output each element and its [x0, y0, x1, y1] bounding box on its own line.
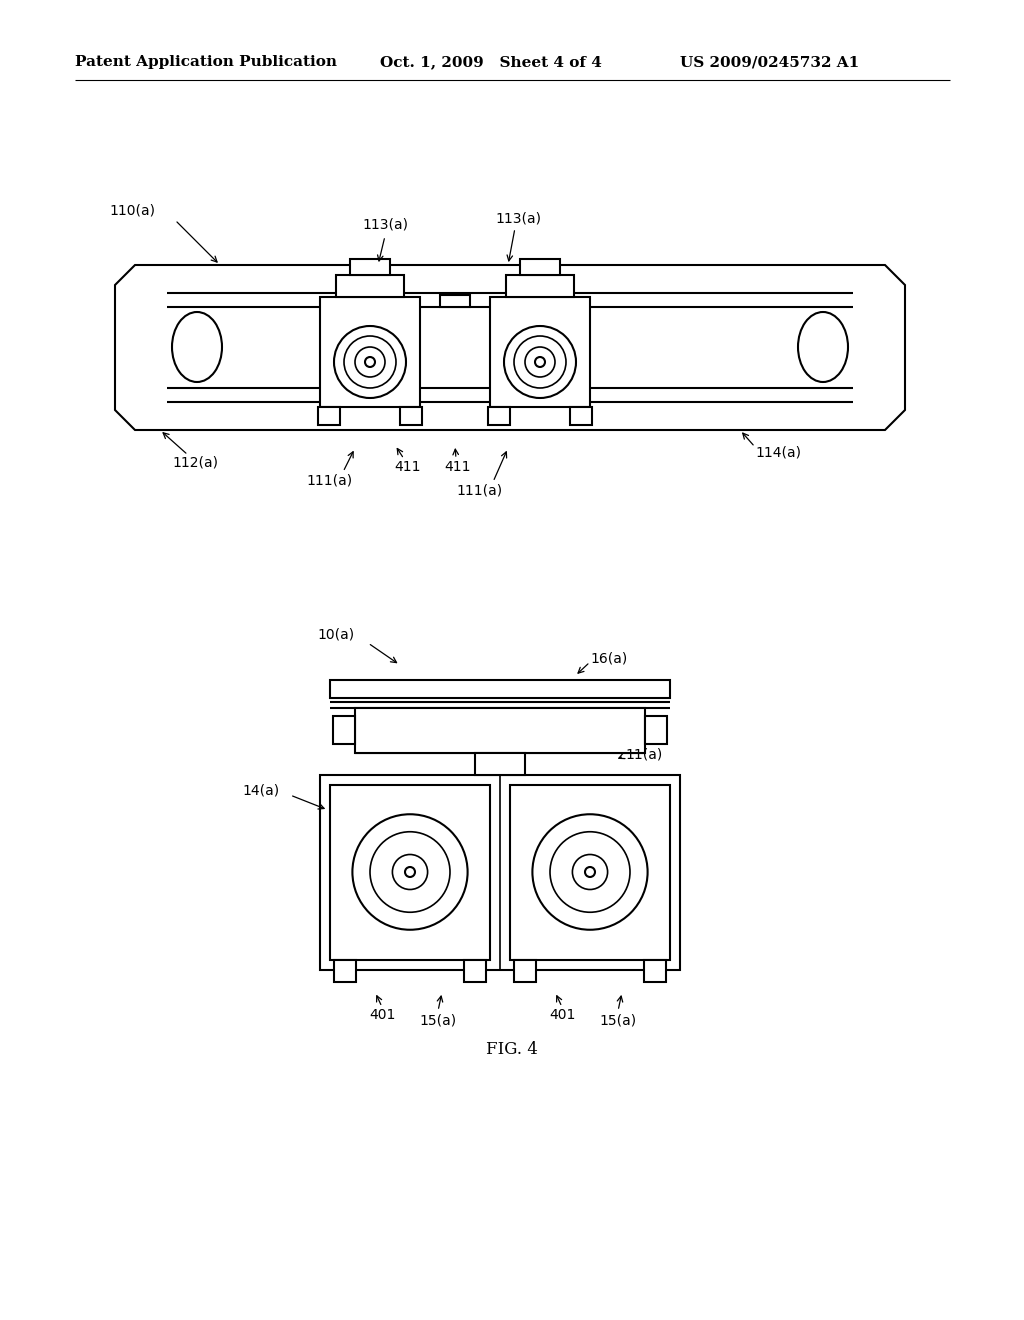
- Bar: [520, 259, 560, 275]
- Bar: [319, 297, 420, 407]
- Text: 11(a): 11(a): [625, 748, 663, 762]
- Ellipse shape: [392, 854, 428, 890]
- Ellipse shape: [172, 312, 222, 381]
- Bar: [319, 775, 680, 970]
- Bar: [570, 407, 592, 425]
- Circle shape: [355, 347, 385, 378]
- Text: US 2009/0245732 A1: US 2009/0245732 A1: [680, 55, 859, 69]
- Text: 113(a): 113(a): [362, 218, 408, 232]
- Circle shape: [344, 337, 396, 388]
- Text: 110(a): 110(a): [109, 203, 155, 216]
- Text: 111(a): 111(a): [307, 473, 353, 487]
- Text: 16(a): 16(a): [590, 651, 628, 665]
- Circle shape: [514, 337, 566, 388]
- Bar: [475, 752, 525, 775]
- Bar: [355, 708, 645, 752]
- Bar: [490, 297, 590, 407]
- Bar: [440, 294, 470, 308]
- Text: Patent Application Publication: Patent Application Publication: [75, 55, 337, 69]
- Circle shape: [504, 326, 575, 399]
- Text: FIG. 4: FIG. 4: [486, 1041, 538, 1059]
- Ellipse shape: [370, 832, 450, 912]
- Ellipse shape: [550, 832, 630, 912]
- Ellipse shape: [798, 312, 848, 381]
- Polygon shape: [115, 265, 905, 430]
- Text: 10(a): 10(a): [317, 628, 355, 642]
- Bar: [318, 407, 340, 425]
- Bar: [330, 680, 670, 698]
- Circle shape: [525, 347, 555, 378]
- Text: 14(a): 14(a): [243, 783, 280, 797]
- Bar: [464, 960, 486, 982]
- Bar: [506, 275, 574, 297]
- Text: 114(a): 114(a): [755, 446, 801, 459]
- Bar: [645, 715, 667, 744]
- Bar: [514, 960, 536, 982]
- Text: 112(a): 112(a): [172, 455, 218, 469]
- Bar: [350, 259, 390, 275]
- Bar: [333, 715, 355, 744]
- Circle shape: [406, 867, 415, 876]
- Bar: [334, 960, 356, 982]
- Ellipse shape: [572, 854, 607, 890]
- Bar: [336, 275, 404, 297]
- Text: 111(a): 111(a): [457, 483, 503, 498]
- Bar: [644, 960, 666, 982]
- Bar: [330, 785, 490, 960]
- Text: 401: 401: [549, 1008, 575, 1022]
- Text: 411: 411: [394, 459, 421, 474]
- Text: 14(a): 14(a): [595, 828, 632, 842]
- Text: 401: 401: [369, 1008, 395, 1022]
- Circle shape: [535, 356, 545, 367]
- Circle shape: [365, 356, 375, 367]
- Circle shape: [334, 326, 406, 399]
- Bar: [510, 785, 670, 960]
- Ellipse shape: [532, 814, 647, 929]
- Ellipse shape: [352, 814, 468, 929]
- Circle shape: [585, 867, 595, 876]
- Text: 113(a): 113(a): [495, 211, 541, 224]
- Text: Oct. 1, 2009   Sheet 4 of 4: Oct. 1, 2009 Sheet 4 of 4: [380, 55, 602, 69]
- Text: 411: 411: [444, 459, 471, 474]
- Bar: [488, 407, 510, 425]
- Bar: [400, 407, 422, 425]
- Text: 15(a): 15(a): [599, 1012, 637, 1027]
- Text: 15(a): 15(a): [420, 1012, 457, 1027]
